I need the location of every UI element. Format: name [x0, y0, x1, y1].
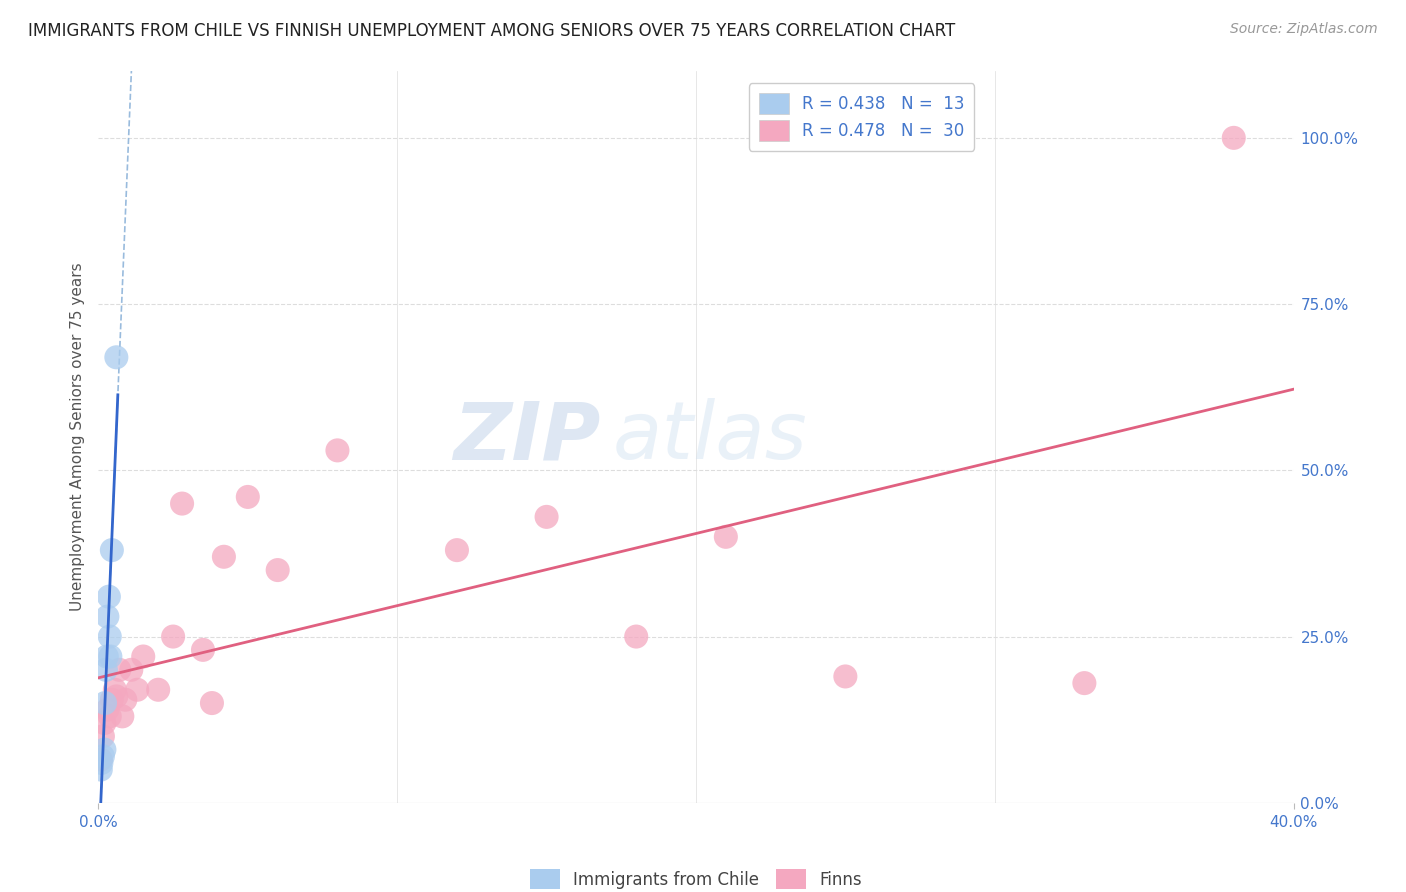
Point	[91, 729, 114, 743]
Point	[100, 649, 122, 664]
Point	[104, 682, 127, 697]
Point	[93, 742, 115, 756]
Point	[446, 543, 468, 558]
Point	[120, 663, 142, 677]
Point	[191, 643, 214, 657]
Point	[626, 630, 648, 644]
Point	[148, 682, 170, 697]
Point	[97, 590, 120, 604]
Point	[96, 703, 118, 717]
Point	[90, 753, 112, 767]
Point	[94, 663, 117, 677]
Point	[326, 443, 349, 458]
Point	[236, 490, 259, 504]
Point	[101, 543, 124, 558]
Point	[536, 509, 558, 524]
Point	[93, 716, 115, 731]
Point	[1223, 131, 1246, 145]
Point	[111, 709, 134, 723]
Point	[105, 351, 128, 365]
Point	[96, 609, 118, 624]
Point	[212, 549, 235, 564]
Point	[172, 497, 194, 511]
Point	[94, 696, 117, 710]
Point	[201, 696, 224, 710]
Text: ZIP: ZIP	[453, 398, 600, 476]
Point	[90, 763, 112, 777]
Point	[91, 749, 114, 764]
Y-axis label: Unemployment Among Seniors over 75 years: Unemployment Among Seniors over 75 years	[69, 263, 84, 611]
Text: IMMIGRANTS FROM CHILE VS FINNISH UNEMPLOYMENT AMONG SENIORS OVER 75 YEARS CORREL: IMMIGRANTS FROM CHILE VS FINNISH UNEMPLO…	[28, 22, 955, 40]
Point	[1073, 676, 1095, 690]
Point	[162, 630, 184, 644]
Point	[108, 663, 131, 677]
Point	[90, 756, 112, 770]
Point	[114, 692, 136, 706]
Point	[834, 669, 856, 683]
Point	[101, 692, 124, 706]
Point	[714, 530, 737, 544]
Legend: Immigrants from Chile, Finns: Immigrants from Chile, Finns	[523, 863, 869, 892]
Point	[98, 630, 121, 644]
Point	[96, 649, 118, 664]
Point	[132, 649, 155, 664]
Text: Source: ZipAtlas.com: Source: ZipAtlas.com	[1230, 22, 1378, 37]
Text: atlas: atlas	[613, 398, 807, 476]
Point	[267, 563, 290, 577]
Point	[98, 709, 121, 723]
Point	[105, 690, 128, 704]
Point	[127, 682, 149, 697]
